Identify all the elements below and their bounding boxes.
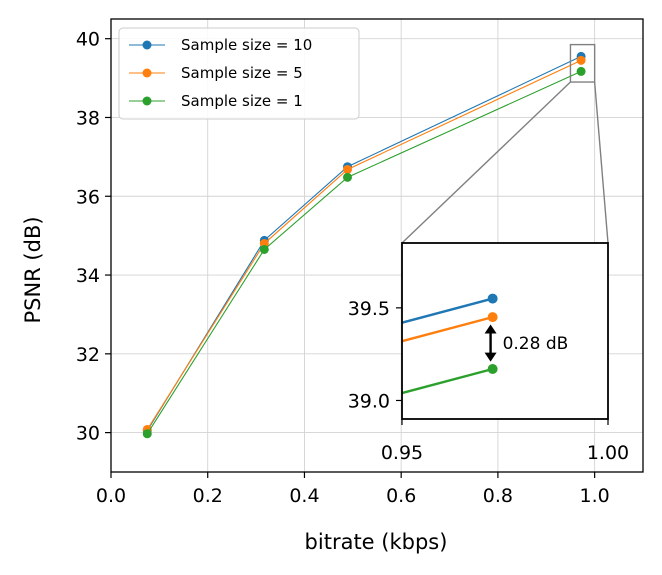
zoom-box xyxy=(569,43,596,83)
zoom-connector xyxy=(401,81,571,244)
x-tick-label: 0.6 xyxy=(386,485,416,507)
legend-label: Sample size = 5 xyxy=(181,64,303,82)
legend-label: Sample size = 1 xyxy=(181,92,303,110)
legend-entry: Sample size = 1 xyxy=(129,92,303,110)
x-tick-label: 0.2 xyxy=(193,485,223,507)
legend-frame xyxy=(118,27,360,120)
legend: Sample size = 10 Sample size = 5 Sample si… xyxy=(118,27,360,120)
inset-series-3 xyxy=(401,363,498,395)
inset-series-line xyxy=(401,367,493,395)
inset-data-point xyxy=(487,312,498,323)
annotation-arrowhead xyxy=(484,352,497,362)
y-tick-label: 38 xyxy=(76,107,100,129)
legend-marker xyxy=(142,68,152,78)
inset-series-2 xyxy=(401,312,498,343)
inset-data-point xyxy=(487,293,498,304)
y-tick-label: 32 xyxy=(76,344,100,366)
y-tick-label: 36 xyxy=(76,186,100,208)
x-tick-label: 0.0 xyxy=(96,485,126,507)
zoom-indicator xyxy=(401,43,609,244)
data-point xyxy=(576,55,586,65)
inset-series-line xyxy=(401,297,493,324)
legend-label: Sample size = 10 xyxy=(181,36,312,54)
inset-axes: 0.28 dB 0.95 1.00 39.0 39.5 xyxy=(348,242,629,464)
legend-entry: Sample size = 10 xyxy=(129,36,312,54)
annotation-label: 0.28 dB xyxy=(503,334,569,354)
y-tick-label: 34 xyxy=(76,265,100,287)
data-point xyxy=(342,164,352,174)
legend-marker xyxy=(142,40,152,50)
inset-background xyxy=(402,243,608,419)
data-point xyxy=(259,244,269,254)
series-3 xyxy=(142,66,586,439)
y-tick-label: 30 xyxy=(76,423,100,445)
y-tick-label: 40 xyxy=(76,29,100,51)
inset-y-tick-label: 39.5 xyxy=(348,298,390,320)
x-tick-label: 0.8 xyxy=(483,485,513,507)
x-axis-title: bitrate (kbps) xyxy=(305,530,448,554)
data-point xyxy=(142,429,152,439)
x-tick-label: 1.0 xyxy=(580,485,610,507)
data-point xyxy=(576,66,586,76)
series-line xyxy=(146,59,582,430)
inset-series-1 xyxy=(401,293,498,324)
series-line xyxy=(146,70,582,435)
annotation-arrowhead xyxy=(484,324,497,334)
legend-marker xyxy=(142,96,152,106)
data-point xyxy=(342,172,352,182)
inset-data-point xyxy=(487,363,498,374)
x-tick-label: 0.4 xyxy=(289,485,319,507)
y-axis-title: PSNR (dB) xyxy=(21,216,45,323)
inset-y-tick-label: 39.0 xyxy=(348,390,390,412)
inset-x-tick-label: 1.00 xyxy=(587,442,629,464)
plot-frame xyxy=(110,18,644,473)
inset-series-line xyxy=(401,315,493,343)
inset-x-tick-label: 0.95 xyxy=(381,442,423,464)
legend-entry: Sample size = 5 xyxy=(129,64,303,82)
zoom-connector xyxy=(593,81,609,244)
inset-frame xyxy=(401,242,609,420)
